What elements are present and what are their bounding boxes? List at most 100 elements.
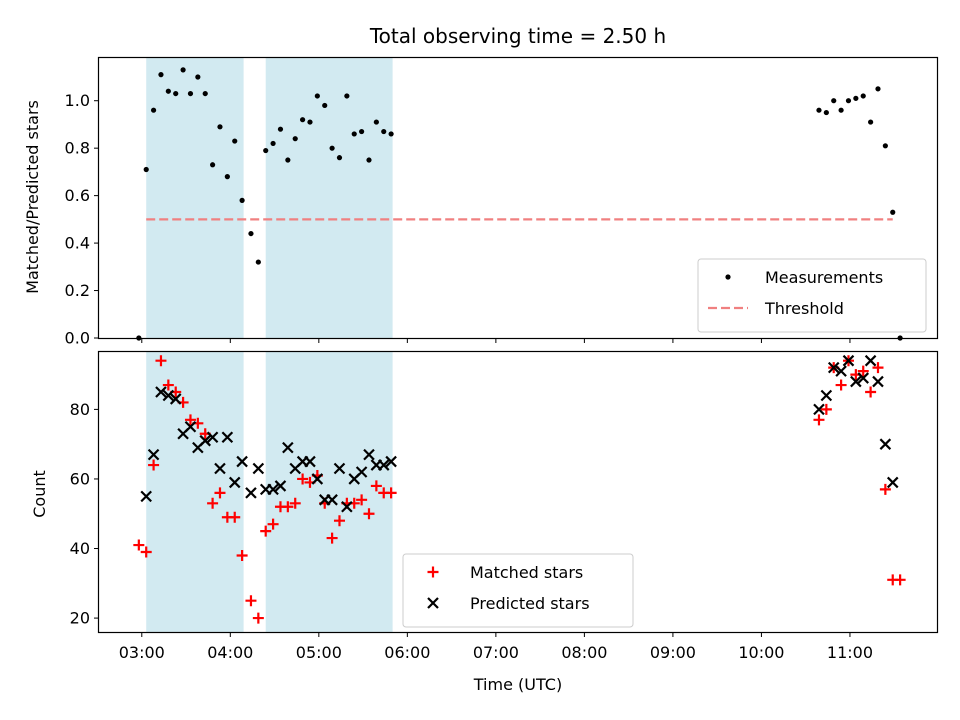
shaded-interval: [265, 352, 393, 632]
predicted-star-point: [236, 455, 248, 468]
predicted-star-point: [813, 403, 825, 416]
measurement-point: [232, 138, 238, 144]
matched-star-point: [857, 365, 869, 377]
predicted-star-point: [363, 448, 375, 461]
y-tick-label: 20: [70, 609, 90, 628]
legend-box: [697, 258, 927, 333]
matched-star-point: [214, 487, 226, 499]
matched-star-point: [363, 508, 375, 520]
y-axis-title-counts: Count: [30, 470, 49, 518]
predicted-star-point: [214, 462, 226, 475]
measurement-point: [875, 86, 881, 92]
matched-star-point: [872, 362, 884, 374]
measurement-point: [336, 155, 343, 161]
measurement-point: [187, 90, 194, 97]
predicted-star-point: [879, 438, 892, 450]
predicted-star-point: [820, 389, 833, 402]
predicted-star-point: [147, 448, 160, 461]
legend-handle-predicted: [427, 597, 439, 609]
predicted-star-point: [864, 354, 877, 367]
predicted-star-point: [252, 462, 265, 475]
matched-star-point: [820, 403, 832, 415]
matched-star-point: [236, 549, 248, 561]
measurement-point: [366, 157, 372, 163]
shaded-interval: [146, 352, 244, 632]
x-tick-label: 07:00: [473, 643, 519, 662]
matched-star-point: [148, 459, 160, 471]
matched-star-point: [297, 473, 309, 485]
matched-star-point: [282, 501, 294, 513]
measurement-point: [359, 128, 365, 135]
predicted-star-point: [333, 462, 346, 475]
predicted-star-point: [155, 386, 167, 398]
legend-label: Matched stars: [470, 563, 583, 582]
measurement-point: [277, 126, 284, 132]
y-tick-label: 0.0: [65, 329, 90, 348]
shaded-interval: [265, 58, 393, 338]
predicted-star-point: [304, 455, 316, 468]
matched-star-point: [385, 487, 397, 499]
x-tick-label: 04:00: [207, 643, 253, 662]
measurement-point: [831, 98, 837, 104]
predicted-star-point: [162, 389, 175, 402]
predicted-star-point: [842, 354, 855, 367]
matched-star-point: [289, 497, 301, 509]
panel-counts-frame: [97, 350, 939, 634]
measurement-point: [373, 119, 379, 125]
measurement-point: [173, 90, 179, 97]
measurement-point: [329, 145, 335, 151]
x-axis-title: Time (UTC): [473, 675, 562, 694]
legend-label: Measurements: [765, 268, 883, 287]
measurement-point: [292, 136, 298, 142]
legend-ratio: Measurements Threshold: [697, 258, 927, 333]
measurement-point: [143, 166, 149, 173]
measurement-point: [845, 98, 852, 104]
chart-title: Total observing time = 2.50 h: [369, 24, 666, 48]
measurement-point: [868, 119, 874, 125]
matched-star-point: [260, 525, 272, 537]
x-tick-label: 05:00: [296, 643, 342, 662]
predicted-star-point: [850, 375, 862, 388]
matched-star-point: [835, 379, 847, 391]
y-tick-label: 60: [70, 469, 90, 488]
measurement-point: [202, 90, 208, 97]
predicted-star-point: [835, 365, 847, 377]
matched-star-point: [813, 414, 825, 426]
measurement-point: [150, 107, 157, 113]
measurement-point: [882, 143, 888, 149]
y-tick-label: 80: [70, 400, 90, 419]
predicted-star-point: [385, 455, 397, 468]
measurement-point: [314, 93, 320, 99]
measurement-point: [263, 147, 269, 154]
matched-star-point: [879, 483, 891, 495]
matched-star-point: [245, 595, 257, 607]
x-tick-label: 09:00: [650, 643, 696, 662]
measurement-point: [299, 117, 306, 123]
predicted-star-point: [169, 393, 182, 405]
y-tick-label: 0.6: [65, 186, 90, 205]
predicted-star-point: [267, 483, 279, 496]
panel-ratio: 0.0 0.2 0.4 0.6 0.8 1.0 Matched/Predicted sta…: [23, 56, 939, 348]
predicted-star-point: [282, 441, 294, 454]
measurement-point: [224, 174, 230, 180]
shaded-interval: [146, 58, 244, 338]
predicted-star-point: [857, 372, 870, 384]
predicted-star-point: [377, 459, 390, 471]
measurement-point: [210, 162, 216, 168]
measurement-point: [285, 157, 291, 163]
matched-star-point: [370, 480, 382, 492]
matched-star-point: [162, 379, 174, 391]
measurement-point: [195, 74, 201, 80]
measurement-point: [344, 93, 350, 99]
legend-label: Threshold: [764, 299, 844, 318]
y-tick-label: 40: [70, 539, 90, 558]
measurement-point: [322, 102, 328, 109]
y-tick-label: 0.4: [65, 234, 90, 253]
measurement-point: [816, 107, 822, 113]
matched-star-point: [267, 518, 279, 530]
matched-star-point: [207, 497, 219, 509]
legend-counts: Matched stars Predicted stars: [402, 553, 634, 628]
legend-label: Predicted stars: [470, 594, 590, 613]
predicted-star-point: [140, 490, 152, 503]
x-tick-label: 03:00: [119, 643, 165, 662]
